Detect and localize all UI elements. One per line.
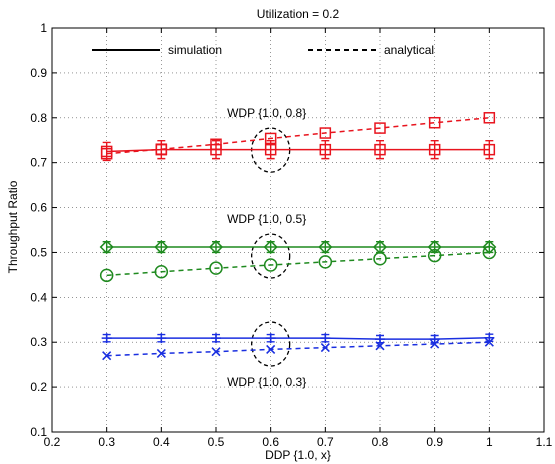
square-marker xyxy=(264,132,277,145)
series-simulation xyxy=(100,139,496,162)
series-group xyxy=(99,112,497,361)
circle-marker xyxy=(154,264,169,279)
plus-marker xyxy=(429,334,440,345)
circle-marker xyxy=(99,268,114,283)
square-marker xyxy=(483,112,496,124)
diamond-marker xyxy=(482,239,497,255)
legend: simulation analytical xyxy=(92,43,434,57)
series-analytical xyxy=(100,112,496,160)
x-marker xyxy=(102,351,112,361)
x-tick-label: 0.4 xyxy=(153,435,170,449)
x-marker xyxy=(320,343,330,353)
x-axis-label: DDP {1.0, x} xyxy=(265,448,331,462)
square-marker xyxy=(483,143,496,156)
x-marker xyxy=(484,337,494,347)
x-tick-label: 0.9 xyxy=(426,435,443,449)
square-marker xyxy=(374,143,386,156)
x-marker xyxy=(266,344,276,354)
y-tick-label: 0.7 xyxy=(30,156,47,170)
y-tick-label: 0.1 xyxy=(30,425,47,439)
x-tick-label: 1.1 xyxy=(536,435,553,449)
y-axis-label: Throughput Ratio xyxy=(6,180,20,273)
diamond-marker xyxy=(99,239,114,255)
annotation-label: WDP {1.0, 0.5} xyxy=(227,212,306,226)
square-marker xyxy=(374,122,386,134)
analytical-line xyxy=(106,117,490,155)
series-analytical xyxy=(102,337,494,361)
square-marker xyxy=(264,143,277,156)
circle-marker xyxy=(482,245,497,260)
x-tick-label: 0.7 xyxy=(317,435,334,449)
x-tick-label: 0.3 xyxy=(98,435,115,449)
grid xyxy=(52,28,544,432)
circle-marker xyxy=(209,261,223,275)
series-simulation xyxy=(99,239,497,255)
annotations: WDP {1.0, 0.8} WDP {1.0, 0.5} WDP {1.0, 0.… xyxy=(227,106,306,389)
axis-ticks: 0.2 0.3 0.4 0.5 0.6 0.7 0.8 0.9 1 1.10.10.20.30.4… xyxy=(30,21,552,449)
circle-marker xyxy=(373,251,387,266)
square-marker xyxy=(319,143,332,156)
legend-label: simulation xyxy=(168,43,222,57)
y-tick-label: 0.2 xyxy=(30,380,47,394)
legend-label: analytical xyxy=(384,43,434,57)
annotation-ellipse xyxy=(251,233,291,279)
simulation-line xyxy=(106,336,490,340)
plot-frame xyxy=(51,27,545,433)
plus-marker xyxy=(211,333,221,344)
error-bar xyxy=(376,139,384,160)
square-marker xyxy=(428,116,441,129)
x-tick-label: 0.5 xyxy=(208,435,225,449)
series-simulation xyxy=(101,332,495,345)
x-tick-label: 0.8 xyxy=(372,435,389,449)
y-tick-label: 0.8 xyxy=(30,111,47,125)
simulation-line xyxy=(106,148,490,153)
annotation-label: WDP {1.0, 0.3} xyxy=(227,375,306,389)
error-bar xyxy=(485,139,494,160)
error-bar xyxy=(102,141,111,162)
diamond-marker xyxy=(427,239,442,255)
x-tick-label: 1 xyxy=(486,435,493,449)
circle-marker xyxy=(318,255,333,269)
circle-marker xyxy=(427,248,442,263)
y-tick-label: 0.5 xyxy=(30,245,47,259)
diamond-marker xyxy=(154,239,169,255)
circle-marker xyxy=(263,258,278,272)
x-marker xyxy=(375,341,385,351)
plus-marker xyxy=(375,334,385,345)
series-analytical xyxy=(99,245,497,283)
y-tick-label: 0.3 xyxy=(30,335,47,349)
diamond-marker xyxy=(318,239,333,255)
error-bar xyxy=(430,139,439,160)
square-marker xyxy=(210,138,222,151)
plus-marker xyxy=(156,333,167,344)
y-tick-label: 0.9 xyxy=(30,66,47,80)
x-tick-label: 0.6 xyxy=(262,435,279,449)
plus-marker xyxy=(484,332,495,343)
annotation-ellipse xyxy=(251,321,291,367)
square-marker xyxy=(428,143,441,156)
square-marker xyxy=(155,143,168,155)
y-tick-label: 1 xyxy=(40,21,47,35)
annotation-label: WDP {1.0, 0.8} xyxy=(227,106,306,120)
x-tick-label: 0.2 xyxy=(44,435,61,449)
square-marker xyxy=(100,147,113,160)
analytical-line xyxy=(106,251,490,277)
x-marker xyxy=(156,348,166,359)
plus-marker xyxy=(320,333,331,344)
analytical-line xyxy=(106,341,490,357)
square-marker xyxy=(319,127,332,139)
chart-title: Utilization = 0.2 xyxy=(257,7,340,21)
diamond-marker xyxy=(263,239,278,255)
y-tick-label: 0.4 xyxy=(30,290,47,304)
plus-marker xyxy=(101,333,112,344)
error-bar xyxy=(321,139,330,160)
plus-marker xyxy=(265,333,276,344)
y-tick-label: 0.6 xyxy=(30,201,47,215)
diamond-marker xyxy=(208,239,224,255)
x-marker xyxy=(430,339,440,349)
x-marker xyxy=(211,347,221,357)
